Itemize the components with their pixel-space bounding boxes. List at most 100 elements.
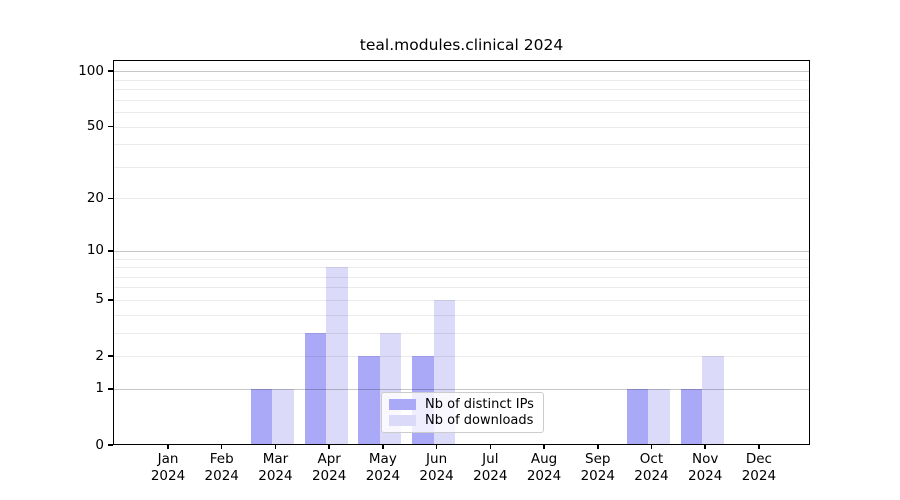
x-tick-label-jun: Jun 2024 (405, 451, 469, 484)
legend-item-downloads: Nb of downloads (389, 413, 536, 428)
minor-gridline (114, 332, 809, 334)
x-tick-mark (220, 445, 223, 449)
x-tick-mark (758, 445, 760, 449)
y-tick-label-50: 50 (86, 118, 104, 135)
x-tick-year: 2024 (204, 467, 239, 484)
legend-swatch-distinct-ips (389, 399, 416, 410)
legend-item-distinct-ips: Nb of distinct IPs (389, 397, 536, 412)
x-tick-mark (543, 445, 545, 449)
legend-label-downloads: Nb of downloads (425, 413, 534, 428)
minor-gridline (114, 287, 809, 289)
x-tick-label-sep: Sep 2024 (566, 451, 630, 484)
legend-swatch-downloads (389, 415, 416, 426)
minor-gridline (114, 314, 809, 316)
x-tick-label-jan: Jan 2024 (136, 451, 200, 484)
bar-distinct-ips-apr (304, 332, 327, 445)
x-tick-mark (597, 445, 599, 449)
x-tick-month: Apr (317, 451, 341, 467)
minor-gridline (114, 258, 809, 260)
x-tick-mark (328, 445, 330, 449)
x-tick-year: 2024 (473, 467, 508, 484)
x-tick-label-may: May 2024 (351, 451, 415, 484)
x-tick-month: Jun (426, 451, 448, 467)
major-gridline (114, 388, 809, 390)
x-tick-year: 2024 (419, 467, 454, 484)
x-tick-month: Jul (482, 451, 499, 467)
y-tick-mark (108, 355, 113, 357)
x-tick-label-oct: Oct 2024 (619, 451, 683, 484)
legend-label-distinct-ips: Nb of distinct IPs (425, 397, 534, 412)
x-tick-mark (274, 445, 277, 449)
chart-title: teal.modules.clinical 2024 (359, 36, 564, 54)
minor-gridline (114, 356, 809, 358)
x-tick-month: Oct (639, 451, 664, 467)
y-tick-label-5: 5 (95, 291, 104, 308)
minor-gridline (114, 99, 809, 101)
x-tick-year: 2024 (526, 467, 562, 484)
x-tick-label-feb: Feb 2024 (190, 451, 254, 484)
minor-gridline (114, 126, 809, 128)
y-tick-label-20: 20 (86, 189, 104, 206)
x-tick-month: Feb (209, 451, 234, 467)
bar-distinct-ips-oct (626, 388, 649, 445)
y-tick-mark (108, 250, 113, 252)
x-tick-year: 2024 (258, 467, 293, 484)
x-tick-month: Dec (745, 451, 772, 467)
x-tick-month: Jan (157, 451, 179, 467)
minor-gridline (114, 79, 809, 81)
bar-downloads-oct (648, 388, 670, 445)
minor-gridline (114, 144, 809, 146)
x-tick-label-aug: Aug 2024 (512, 451, 576, 484)
x-tick-mark (489, 445, 492, 449)
y-tick-mark (108, 388, 113, 390)
y-tick-mark (108, 299, 113, 301)
x-tick-month: Aug (530, 451, 558, 467)
minor-gridline (114, 89, 809, 91)
x-tick-year: 2024 (150, 467, 186, 484)
x-tick-mark (167, 445, 169, 449)
x-tick-mark (382, 445, 384, 449)
y-tick-mark (108, 70, 113, 72)
bar-downloads-nov (702, 356, 724, 445)
y-tick-label-0: 0 (95, 436, 104, 453)
minor-gridline (114, 267, 809, 269)
bar-downloads-mar (272, 388, 294, 445)
legend: Nb of distinct IPs Nb of downloads (381, 392, 544, 433)
y-tick-mark (108, 444, 113, 446)
x-tick-year: 2024 (311, 467, 347, 484)
x-tick-label-apr: Apr 2024 (297, 451, 361, 484)
bar-distinct-ips-may (358, 356, 380, 445)
y-tick-label-100: 100 (78, 62, 104, 79)
major-gridline (114, 71, 809, 73)
y-tick-mark (108, 197, 113, 200)
x-tick-year: 2024 (365, 467, 401, 484)
x-tick-year: 2024 (580, 467, 615, 484)
x-tick-mark (704, 445, 706, 449)
x-tick-year: 2024 (688, 467, 723, 484)
minor-gridline (114, 198, 809, 200)
minor-gridline (114, 112, 809, 114)
x-tick-month: Mar (262, 451, 289, 467)
y-tick-label-10: 10 (86, 242, 104, 259)
y-tick-label-1: 1 (95, 380, 104, 397)
y-tick-label-2: 2 (95, 347, 104, 364)
bar-distinct-ips-nov (680, 388, 703, 445)
x-tick-year: 2024 (634, 467, 669, 484)
bar-downloads-apr (326, 267, 348, 445)
x-tick-mark (650, 445, 653, 449)
y-tick-mark (108, 125, 113, 128)
x-tick-label-nov: Nov 2024 (673, 451, 737, 484)
plot-area (113, 60, 810, 445)
minor-gridline (114, 276, 809, 278)
x-tick-year: 2024 (741, 467, 777, 484)
major-gridline (114, 250, 809, 252)
x-tick-mark (435, 445, 438, 449)
minor-gridline (114, 299, 809, 301)
x-tick-month: Sep (585, 451, 611, 467)
x-tick-label-mar: Mar 2024 (243, 451, 307, 484)
x-tick-month: Nov (692, 451, 719, 467)
x-tick-label-jul: Jul 2024 (458, 451, 522, 484)
x-tick-month: May (368, 451, 397, 467)
bar-distinct-ips-mar (250, 388, 273, 445)
